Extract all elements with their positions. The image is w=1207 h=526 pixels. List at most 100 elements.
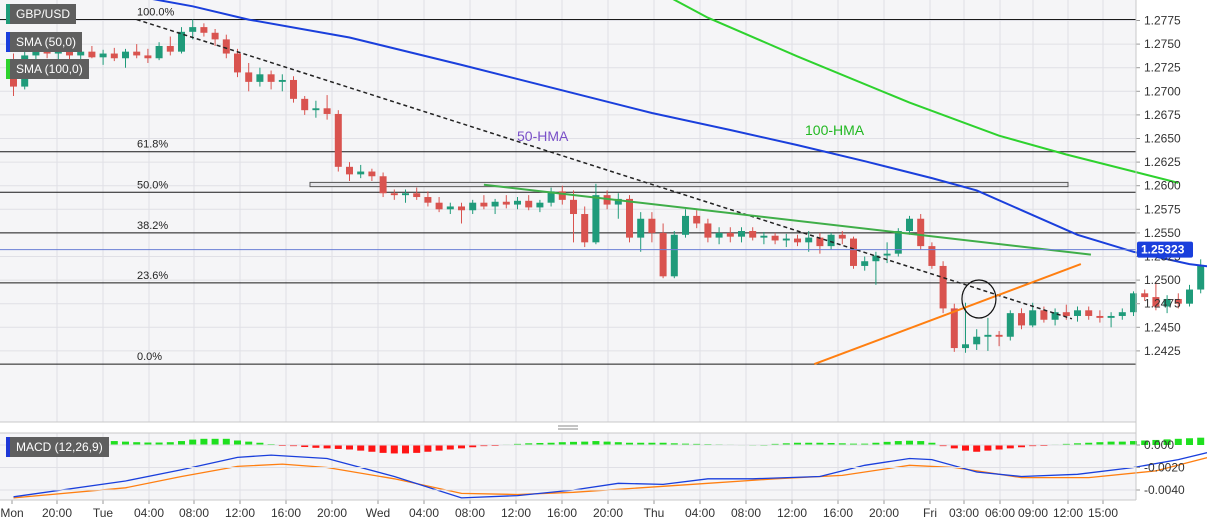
macd-histogram-bar: [1186, 438, 1193, 445]
candle-body: [178, 31, 185, 52]
time-label: 12:00: [1053, 506, 1083, 520]
candle-body: [122, 51, 129, 59]
candle-body: [222, 39, 230, 54]
macd-histogram-bar: [861, 443, 869, 445]
price-tick-label: 1.2675: [1144, 108, 1181, 122]
candle-body: [88, 51, 96, 58]
resistance-zone: [309, 181, 1069, 188]
rising-support-line: [813, 263, 1082, 366]
candle: [234, 48, 241, 78]
candle: [458, 202, 465, 224]
macd-histogram-bar: [816, 442, 824, 445]
candle-body: [704, 223, 712, 238]
macd-histogram-bar: [234, 440, 241, 445]
candle-body: [659, 232, 667, 277]
candle: [547, 187, 555, 207]
candle-body: [872, 255, 880, 262]
candle: [704, 218, 712, 243]
candle-body: [1152, 297, 1160, 307]
candle-body: [1096, 315, 1104, 318]
macd-histogram-bar: [558, 442, 566, 445]
macd-histogram-bar: [469, 445, 477, 448]
candle: [928, 242, 936, 269]
candle: [906, 215, 913, 235]
time-label: 15:00: [1088, 506, 1118, 520]
macd-tick-label: -0.0040: [1144, 483, 1185, 497]
candle-body: [715, 232, 723, 238]
candle: [973, 329, 981, 350]
candle-body: [32, 48, 40, 56]
candle: [749, 227, 757, 241]
price-tick-label: 1.2750: [1144, 37, 1181, 51]
macd-histogram-bar: [570, 441, 577, 445]
candle: [110, 47, 118, 62]
macd-histogram-bar: [1018, 445, 1025, 448]
price-tick-label: 1.2775: [1144, 14, 1181, 28]
macd-histogram-bar: [894, 441, 902, 445]
macd-histogram-bar: [603, 441, 611, 445]
pane-divider[interactable]: [0, 421, 1136, 434]
time-label: Wed: [366, 506, 390, 520]
candle-body: [435, 202, 443, 210]
candle-body: [334, 113, 342, 167]
time-label: 04:00: [409, 506, 439, 520]
macd-histogram-bar: [883, 441, 891, 445]
candle-body: [502, 201, 510, 205]
time-label: Tue: [93, 506, 114, 520]
candle-body: [749, 231, 757, 238]
symbol-badge[interactable]: GBP/USD: [6, 4, 77, 24]
macd-histogram-bar: [782, 443, 790, 445]
candle: [312, 100, 320, 118]
candle-body: [256, 74, 264, 82]
candle: [760, 231, 768, 245]
macd-histogram-bar: [659, 442, 667, 445]
candle: [301, 96, 309, 115]
macd-badge[interactable]: MACD (12,26,9): [6, 437, 109, 457]
candle: [1141, 289, 1149, 301]
candle: [1074, 306, 1081, 322]
candle: [771, 232, 779, 245]
macd-histogram-bar: [872, 442, 880, 445]
macd-histogram-bar: [346, 445, 353, 450]
candle-body: [738, 231, 745, 237]
macd-histogram-bar: [189, 439, 197, 445]
candle-body: [1074, 310, 1081, 316]
candle-body: [581, 214, 589, 243]
candle-body: [771, 235, 779, 241]
macd-histogram-bar: [1174, 438, 1182, 445]
candle: [402, 189, 409, 203]
macd-histogram-bar: [424, 445, 432, 452]
candle: [222, 34, 230, 59]
candle-body: [1040, 310, 1048, 320]
fib-level-label: 23.6%: [137, 270, 168, 282]
candle-body: [894, 231, 902, 254]
macd-histogram-bar: [178, 441, 185, 445]
sma100-badge[interactable]: SMA (100,0): [6, 59, 89, 79]
candle: [413, 187, 421, 200]
candle-body: [312, 108, 320, 111]
sma50-badge[interactable]: SMA (50,0): [6, 32, 83, 52]
candle-body: [166, 45, 174, 52]
candle-body: [1141, 293, 1149, 298]
candle-body: [782, 238, 790, 241]
candle-body: [1174, 298, 1182, 304]
candle: [648, 212, 656, 243]
candle-body: [480, 202, 488, 207]
candle: [816, 232, 824, 254]
time-label: 20:00: [869, 506, 899, 520]
candle-body: [1085, 310, 1093, 316]
time-label: Fri: [923, 506, 937, 520]
candle-body: [973, 336, 981, 345]
macd-histogram-bar: [794, 442, 801, 445]
fibonacci-levels: 100.0% 61.8% 50.0% 38.2% 23.6% 0.0%: [0, 7, 1136, 365]
time-label: 04:00: [685, 506, 715, 520]
candle-body: [155, 45, 163, 59]
candle: [502, 195, 510, 209]
candle-body: [525, 200, 533, 208]
annotations: 50-HMA 100-HMA: [517, 122, 997, 319]
candle-body: [200, 27, 208, 33]
candle: [334, 110, 342, 172]
time-gridlines: [56, 0, 1104, 500]
candle-body: [816, 237, 824, 247]
candle-body: [861, 261, 869, 266]
